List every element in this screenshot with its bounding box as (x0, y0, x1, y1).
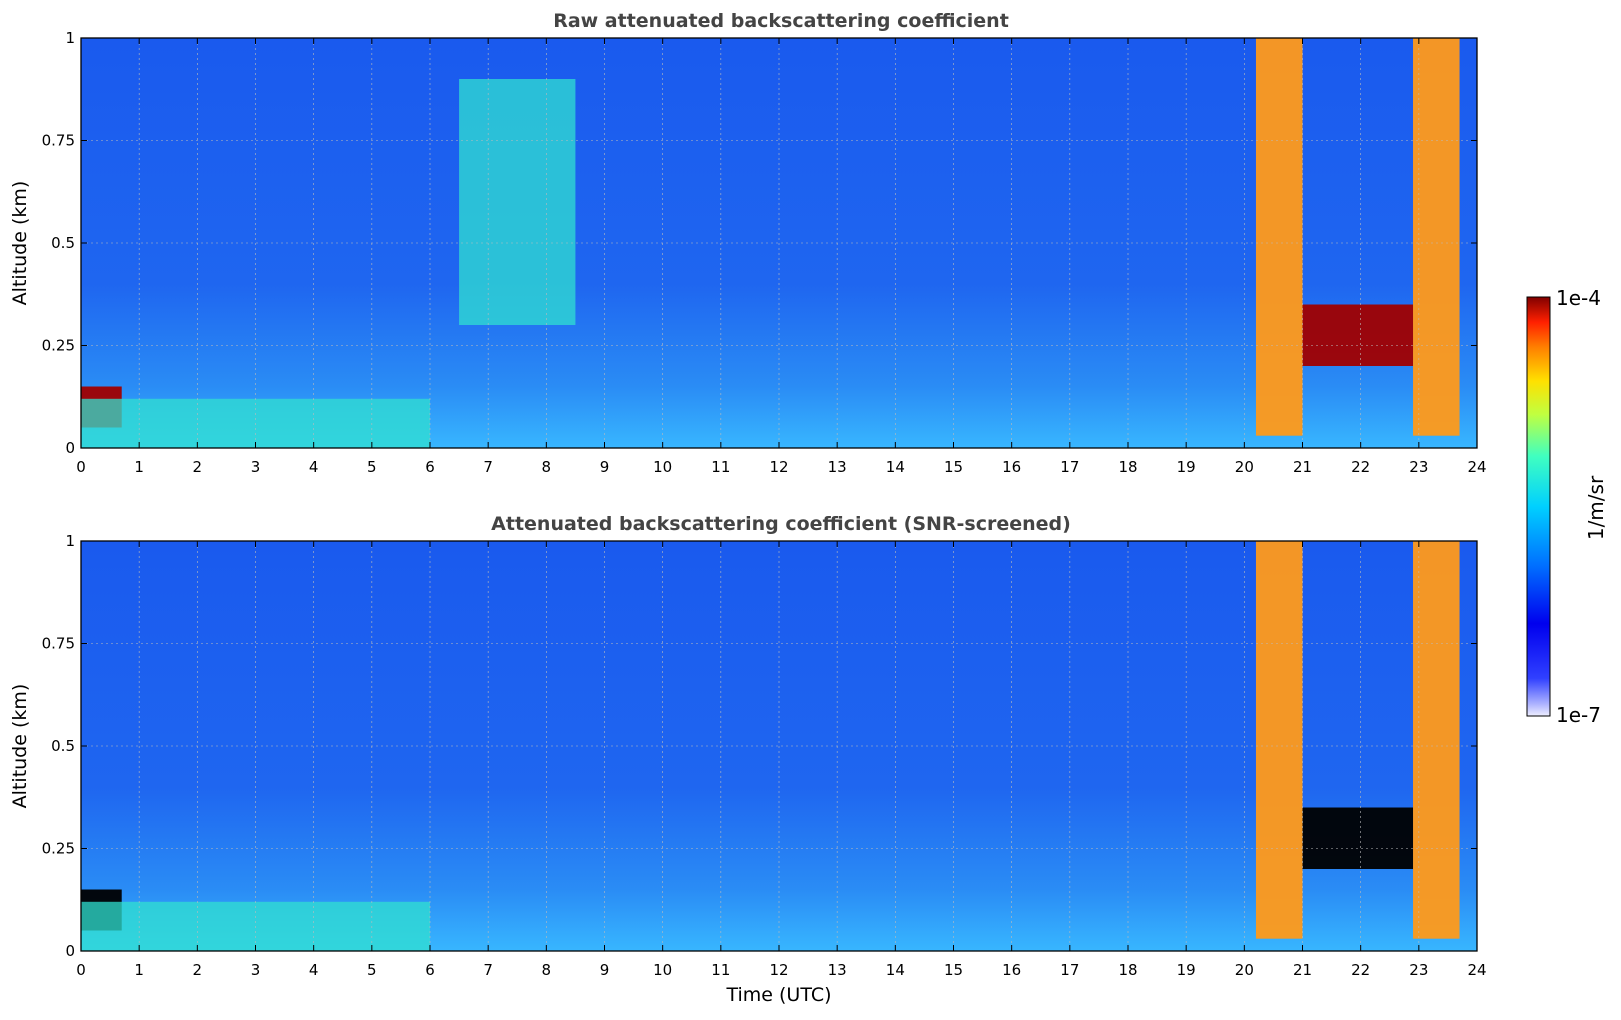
colorbar-unit-label: 1/m/sr (1584, 475, 1608, 540)
panel-raw-xtick-label-13: 13 (828, 458, 847, 476)
panel-raw-feature-1 (1413, 38, 1460, 436)
panel-screened-xtick-label-22: 22 (1351, 961, 1370, 979)
panel-raw-plot (80, 37, 1478, 449)
panel-screened-xtick-label-6: 6 (425, 961, 435, 979)
panel-raw: Raw attenuated backscattering coefficien… (9, 10, 1487, 476)
panel-raw-xtick-label-16: 16 (1002, 458, 1021, 476)
panel-screened-xtick-label-20: 20 (1235, 961, 1254, 979)
panel-raw-title: Raw attenuated backscattering coefficien… (553, 10, 1009, 32)
panel-screened-xtick-label-11: 11 (711, 961, 730, 979)
panel-screened-ytick-label-0: 0 (65, 942, 75, 960)
panel-screened-feature-1 (1413, 541, 1460, 939)
panel-raw-xtick-label-5: 5 (367, 458, 377, 476)
panel-raw-ylabel: Altitude (km) (9, 181, 31, 306)
panel-screened-feature-0 (1255, 541, 1303, 939)
panel-raw-ytick-label-1: 0.25 (42, 337, 75, 355)
panel-screened-ticks: 0 1 2 3 4 5 6 7 8 9 10 11 12 13 14 15 16 17 18 19 20 21 22 23 24… (42, 532, 1487, 979)
panel-raw-xtick-label-1: 1 (134, 458, 144, 476)
panel-raw-ytick-label-4: 1 (65, 29, 75, 47)
panel-raw-ytick-label-2: 0.5 (51, 234, 75, 252)
panel-raw-xtick-label-17: 17 (1060, 458, 1079, 476)
panel-screened-ytick-label-3: 0.75 (42, 635, 75, 653)
colorbar-max-label: 1e-4 (1556, 286, 1601, 310)
colorbar: 1e-4 1e-7 1/m/sr (1526, 286, 1608, 727)
panel-screened-xtick-label-17: 17 (1060, 961, 1079, 979)
panel-screened-ytick-label-4: 1 (65, 532, 75, 550)
panel-raw-xtick-label-2: 2 (193, 458, 203, 476)
panel-raw-xtick-label-23: 23 (1409, 458, 1428, 476)
colorbar-gradient (1526, 296, 1551, 717)
colorbar-min-label: 1e-7 (1556, 703, 1601, 727)
panel-raw-xtick-label-24: 24 (1467, 458, 1486, 476)
panel-screened: Attenuated backscattering coefficient (S… (9, 513, 1487, 1006)
panel-raw-xtick-label-18: 18 (1118, 458, 1137, 476)
panel-screened-xtick-label-10: 10 (653, 961, 672, 979)
panel-raw-feature-5 (459, 79, 576, 325)
panel-raw-xtick-label-3: 3 (251, 458, 261, 476)
panel-screened-title: Attenuated backscattering coefficient (S… (491, 513, 1071, 535)
panel-screened-xtick-label-0: 0 (76, 961, 86, 979)
panel-screened-xlabel: Time (UTC) (725, 984, 831, 1006)
panel-screened-xtick-label-18: 18 (1118, 961, 1137, 979)
panel-screened-xtick-label-2: 2 (193, 961, 203, 979)
panel-screened-xtick-label-1: 1 (134, 961, 144, 979)
panel-screened-xtick-label-7: 7 (483, 961, 493, 979)
panel-raw-ticks: 0 1 2 3 4 5 6 7 8 9 10 11 12 13 14 15 16 17 18 19 20 21 22 23 24… (42, 29, 1487, 476)
panel-screened-ytick-label-1: 0.25 (42, 840, 75, 858)
panel-raw-xtick-label-21: 21 (1293, 458, 1312, 476)
panel-screened-ytick-label-2: 0.5 (51, 737, 75, 755)
panel-raw-xtick-label-11: 11 (711, 458, 730, 476)
panel-raw-feature-2 (1302, 304, 1414, 366)
panel-raw-xtick-label-9: 9 (600, 458, 610, 476)
panel-raw-ytick-label-3: 0.75 (42, 132, 75, 150)
panel-raw-xtick-label-12: 12 (769, 458, 788, 476)
panel-screened-plot (80, 540, 1478, 952)
panel-screened-xtick-label-21: 21 (1293, 961, 1312, 979)
panel-screened-feature-2 (1302, 807, 1414, 869)
panel-raw-xtick-label-20: 20 (1235, 458, 1254, 476)
panel-screened-xtick-label-19: 19 (1177, 961, 1196, 979)
panel-raw-xtick-label-0: 0 (76, 458, 86, 476)
panel-screened-xtick-label-12: 12 (769, 961, 788, 979)
panel-screened-xtick-label-9: 9 (600, 961, 610, 979)
panel-raw-feature-0 (1255, 38, 1303, 436)
panel-screened-xtick-label-14: 14 (886, 961, 905, 979)
panel-raw-ytick-label-0: 0 (65, 439, 75, 457)
panel-raw-xtick-label-14: 14 (886, 458, 905, 476)
panel-raw-xtick-label-19: 19 (1177, 458, 1196, 476)
panel-screened-xtick-label-3: 3 (251, 961, 261, 979)
panel-screened-xtick-label-5: 5 (367, 961, 377, 979)
panel-screened-xtick-label-8: 8 (542, 961, 552, 979)
panel-screened-xtick-label-23: 23 (1409, 961, 1428, 979)
panel-raw-xtick-label-22: 22 (1351, 458, 1370, 476)
panel-screened-ylabel: Altitude (km) (9, 684, 31, 809)
panel-raw-xtick-label-10: 10 (653, 458, 672, 476)
panel-raw-xtick-label-7: 7 (483, 458, 493, 476)
panel-raw-xtick-label-6: 6 (425, 458, 435, 476)
panel-screened-xtick-label-4: 4 (309, 961, 319, 979)
panel-screened-xtick-label-24: 24 (1467, 961, 1486, 979)
panel-screened-xtick-label-16: 16 (1002, 961, 1021, 979)
panel-raw-xtick-label-4: 4 (309, 458, 319, 476)
panel-raw-xtick-label-8: 8 (542, 458, 552, 476)
panel-screened-xtick-label-15: 15 (944, 961, 963, 979)
panel-raw-xtick-label-15: 15 (944, 458, 963, 476)
panel-screened-xtick-label-13: 13 (828, 961, 847, 979)
